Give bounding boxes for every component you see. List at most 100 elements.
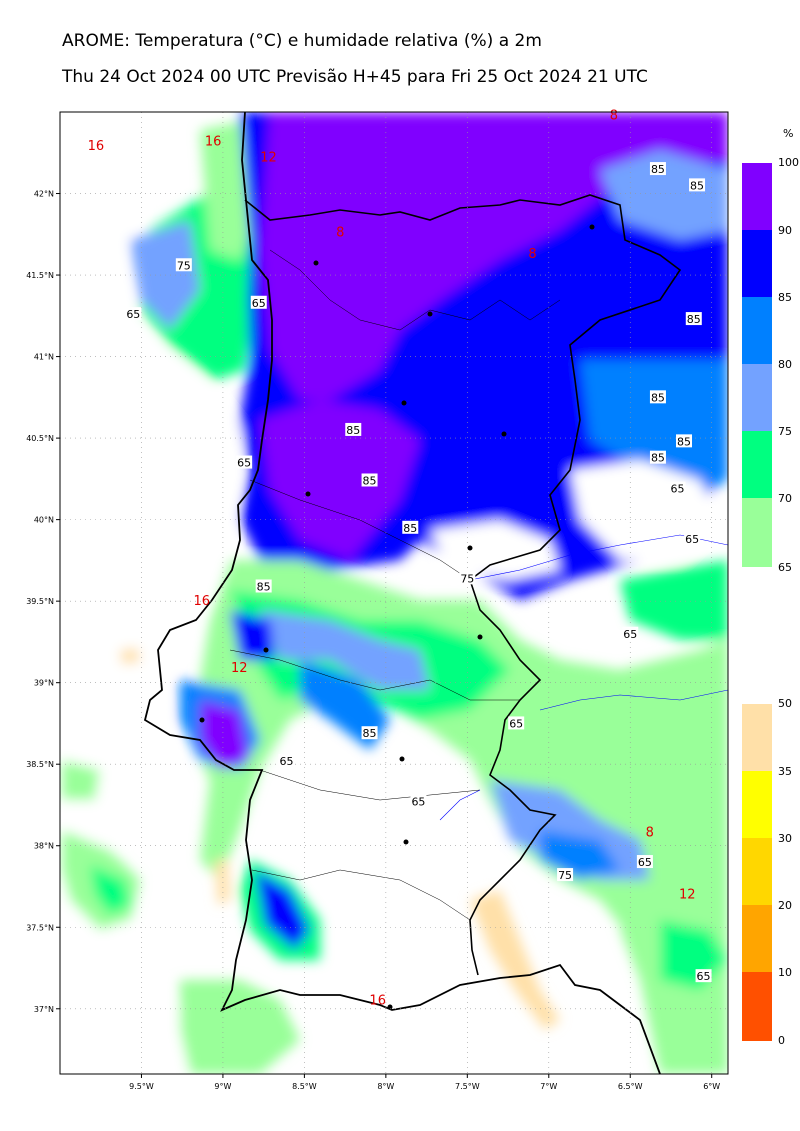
humidity-label-box: [669, 481, 686, 495]
humidity-label-box: [676, 434, 693, 448]
humidity-label-box: [410, 794, 427, 808]
city-marker: [589, 224, 595, 230]
y-tick-label: 39.5°N: [26, 597, 54, 606]
y-tick-label: 41°N: [34, 353, 54, 362]
humidity-label-box: [649, 390, 666, 404]
colorbar-swatch: [742, 163, 772, 230]
colorbar-swatch: [742, 838, 772, 905]
borders: [143, 112, 728, 1074]
colorbar-level: 10: [778, 966, 792, 979]
colorbar-swatch: [742, 230, 772, 297]
colorbar-swatch: [742, 771, 772, 838]
city-marker: [467, 545, 473, 551]
humidity-contour-label: 75: [460, 572, 474, 585]
humidity-contour-label: 65: [638, 856, 652, 869]
humidity-contour-label: 65: [509, 717, 523, 730]
city-marker: [263, 647, 269, 653]
humidity-contour-label: 65: [279, 755, 293, 768]
colorbar-level: 30: [778, 832, 792, 845]
humidity-contour-label: 85: [651, 452, 665, 465]
temperature-contour-label: 16: [193, 594, 210, 609]
humidity-label-box: [684, 532, 701, 546]
humidity-label-box: [402, 520, 419, 534]
temperature-contour-label: 8: [646, 826, 654, 841]
x-tick-label: 7°W: [540, 1082, 557, 1091]
city-marker: [477, 634, 483, 640]
humidity-contour-label: 65: [411, 796, 425, 809]
y-tick-label: 41.5°N: [26, 271, 54, 280]
y-tick-label: 39°N: [34, 679, 54, 688]
y-tick-label: 37.5°N: [26, 923, 54, 932]
colorbar-level: 50: [778, 697, 792, 710]
humidity-label-box: [622, 626, 639, 640]
humidity-label-box: [695, 969, 712, 983]
y-tick-label: 42°N: [34, 190, 54, 199]
x-tick-label: 7.5°W: [455, 1082, 480, 1091]
colorbar-level: 35: [778, 765, 792, 778]
axis-ticks: 9.5°W 9°W 8.5°W 8°W 7.5°W 7°W 6.5°W 6°W 42°N 41.5…: [26, 190, 720, 1091]
humidity-contour-label: 85: [346, 424, 360, 437]
temperature-contour-label: 8: [610, 108, 618, 123]
colorbar-swatch: [742, 972, 772, 1041]
humidity-label-box: [508, 716, 525, 730]
colorbar-level: 0: [778, 1034, 785, 1047]
city-marker: [399, 756, 405, 762]
humidity-contour-label: 85: [651, 163, 665, 176]
humidity-contour-label: 65: [623, 628, 637, 641]
city-marker: [501, 431, 507, 437]
city-marker: [305, 491, 311, 497]
humidity-label-box: [557, 868, 574, 882]
humidity-label-box: [250, 295, 267, 309]
humidity-contour-label: 65: [697, 970, 711, 983]
city-marker: [199, 717, 205, 723]
colorbar-swatch: [742, 297, 772, 364]
humidity-contour-label: 85: [687, 313, 701, 326]
y-tick-label: 40.5°N: [26, 434, 54, 443]
colorbar-swatch: [742, 905, 772, 972]
humidity-label-box: [636, 855, 653, 869]
x-tick-label: 6.5°W: [618, 1082, 643, 1091]
temperature-contour-label: 12: [231, 661, 248, 676]
humidity-unit: %: [783, 127, 794, 140]
humidity-label-box: [689, 178, 706, 192]
colorbar-level: 80: [778, 358, 792, 371]
y-tick-label: 37°N: [34, 1005, 54, 1014]
humidity-label-box: [361, 726, 378, 740]
x-tick-label: 9.5°W: [129, 1082, 154, 1091]
humidity-label-box: [236, 455, 253, 469]
colorbar-level: 90: [778, 224, 792, 237]
colorbar-level: 20: [778, 899, 792, 912]
humidity-contour-label: 85: [363, 727, 377, 740]
city-marker: [427, 311, 433, 317]
colorbar-level: 75: [778, 425, 792, 438]
humidity-contour-label: 85: [690, 179, 704, 192]
humidity-label-box: [649, 162, 666, 176]
humidity-label-box: [125, 307, 142, 321]
humidity-label-box: [685, 312, 702, 326]
city-markers: [199, 224, 595, 1010]
humidity-contour-label: 65: [252, 297, 266, 310]
colorbar-level: 65: [778, 561, 792, 574]
humidity-contour-label: 85: [363, 474, 377, 487]
city-marker: [313, 260, 319, 266]
humidity-contour-label: 65: [126, 308, 140, 321]
city-marker: [401, 400, 407, 406]
humidity-label-box: [175, 258, 192, 272]
humidity-contour-label: 75: [558, 869, 572, 882]
humidity-label-box: [649, 450, 666, 464]
humidity-label-box: [255, 579, 272, 593]
humidity-contour-label: 75: [177, 259, 191, 272]
temperature-contour-label: 8: [336, 226, 344, 241]
x-tick-label: 8°W: [377, 1082, 394, 1091]
y-tick-label: 40°N: [34, 516, 54, 525]
humidity-contour-label: 85: [403, 522, 417, 535]
colorbar-level: 70: [778, 492, 792, 505]
humidity-label-box: [361, 473, 378, 487]
humidity-label-box: [345, 422, 362, 436]
humidity-contour-label: 85: [651, 391, 665, 404]
colorbar-swatch: [742, 498, 772, 567]
map-subtitle: Thu 24 Oct 2024 00 UTC Previsão H+45 par…: [62, 67, 648, 87]
humidity-contour-label: 65: [670, 483, 684, 496]
humidity-contour-label: 85: [677, 435, 691, 448]
